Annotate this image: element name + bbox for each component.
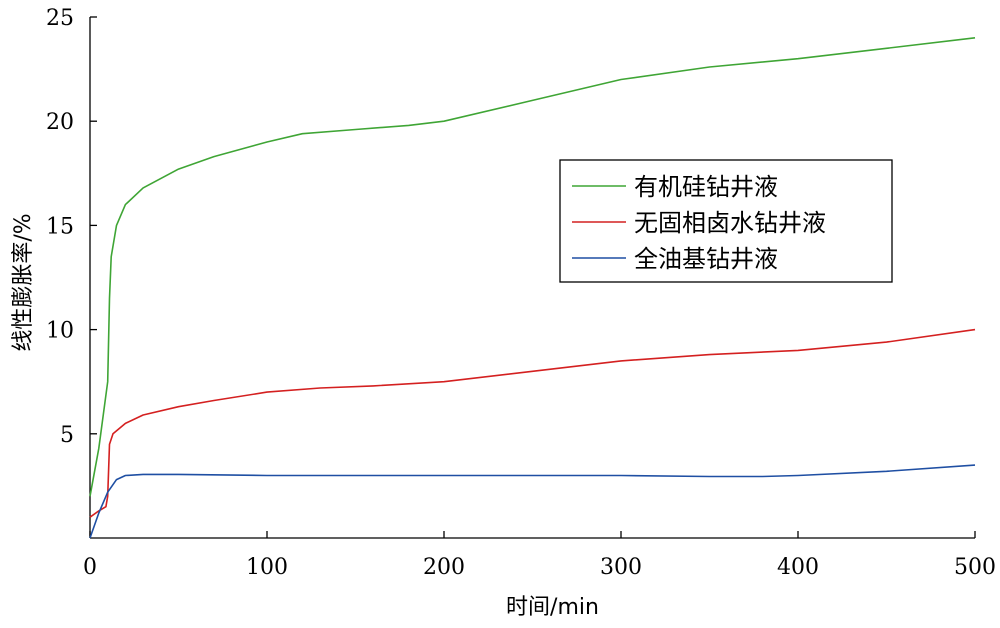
x-tick-label: 100 (246, 555, 288, 580)
axes (89, 17, 975, 539)
x-tick-label: 500 (954, 555, 996, 580)
y-tick-label: 25 (46, 6, 74, 31)
series-line-3 (89, 464, 976, 539)
series-lines (89, 37, 976, 539)
y-tick-label: 5 (60, 423, 74, 448)
y-tick-label: 10 (46, 319, 74, 344)
legend-label-1: 有机硅钻井液 (634, 173, 778, 201)
series-line-2 (89, 328, 976, 518)
y-tick-label: 15 (46, 214, 74, 239)
x-axis-title: 时间/min (506, 595, 599, 620)
x-tick-label: 300 (600, 555, 642, 580)
legend-box (559, 159, 893, 283)
legend-label-3: 全油基钻井液 (634, 245, 778, 273)
series-line-1 (89, 37, 976, 497)
x-tick-label: 0 (83, 555, 97, 580)
x-tick-label: 200 (423, 555, 465, 580)
y-tick-label: 20 (46, 110, 74, 135)
y-axis-title: 线性膨胀率/% (11, 213, 36, 351)
legend-label-2: 无固相卤水钻井液 (634, 209, 826, 237)
tick-labels: 0 100 200 300 400 500 5 10 15 20 25 (46, 6, 996, 580)
x-tick-label: 400 (777, 555, 819, 580)
